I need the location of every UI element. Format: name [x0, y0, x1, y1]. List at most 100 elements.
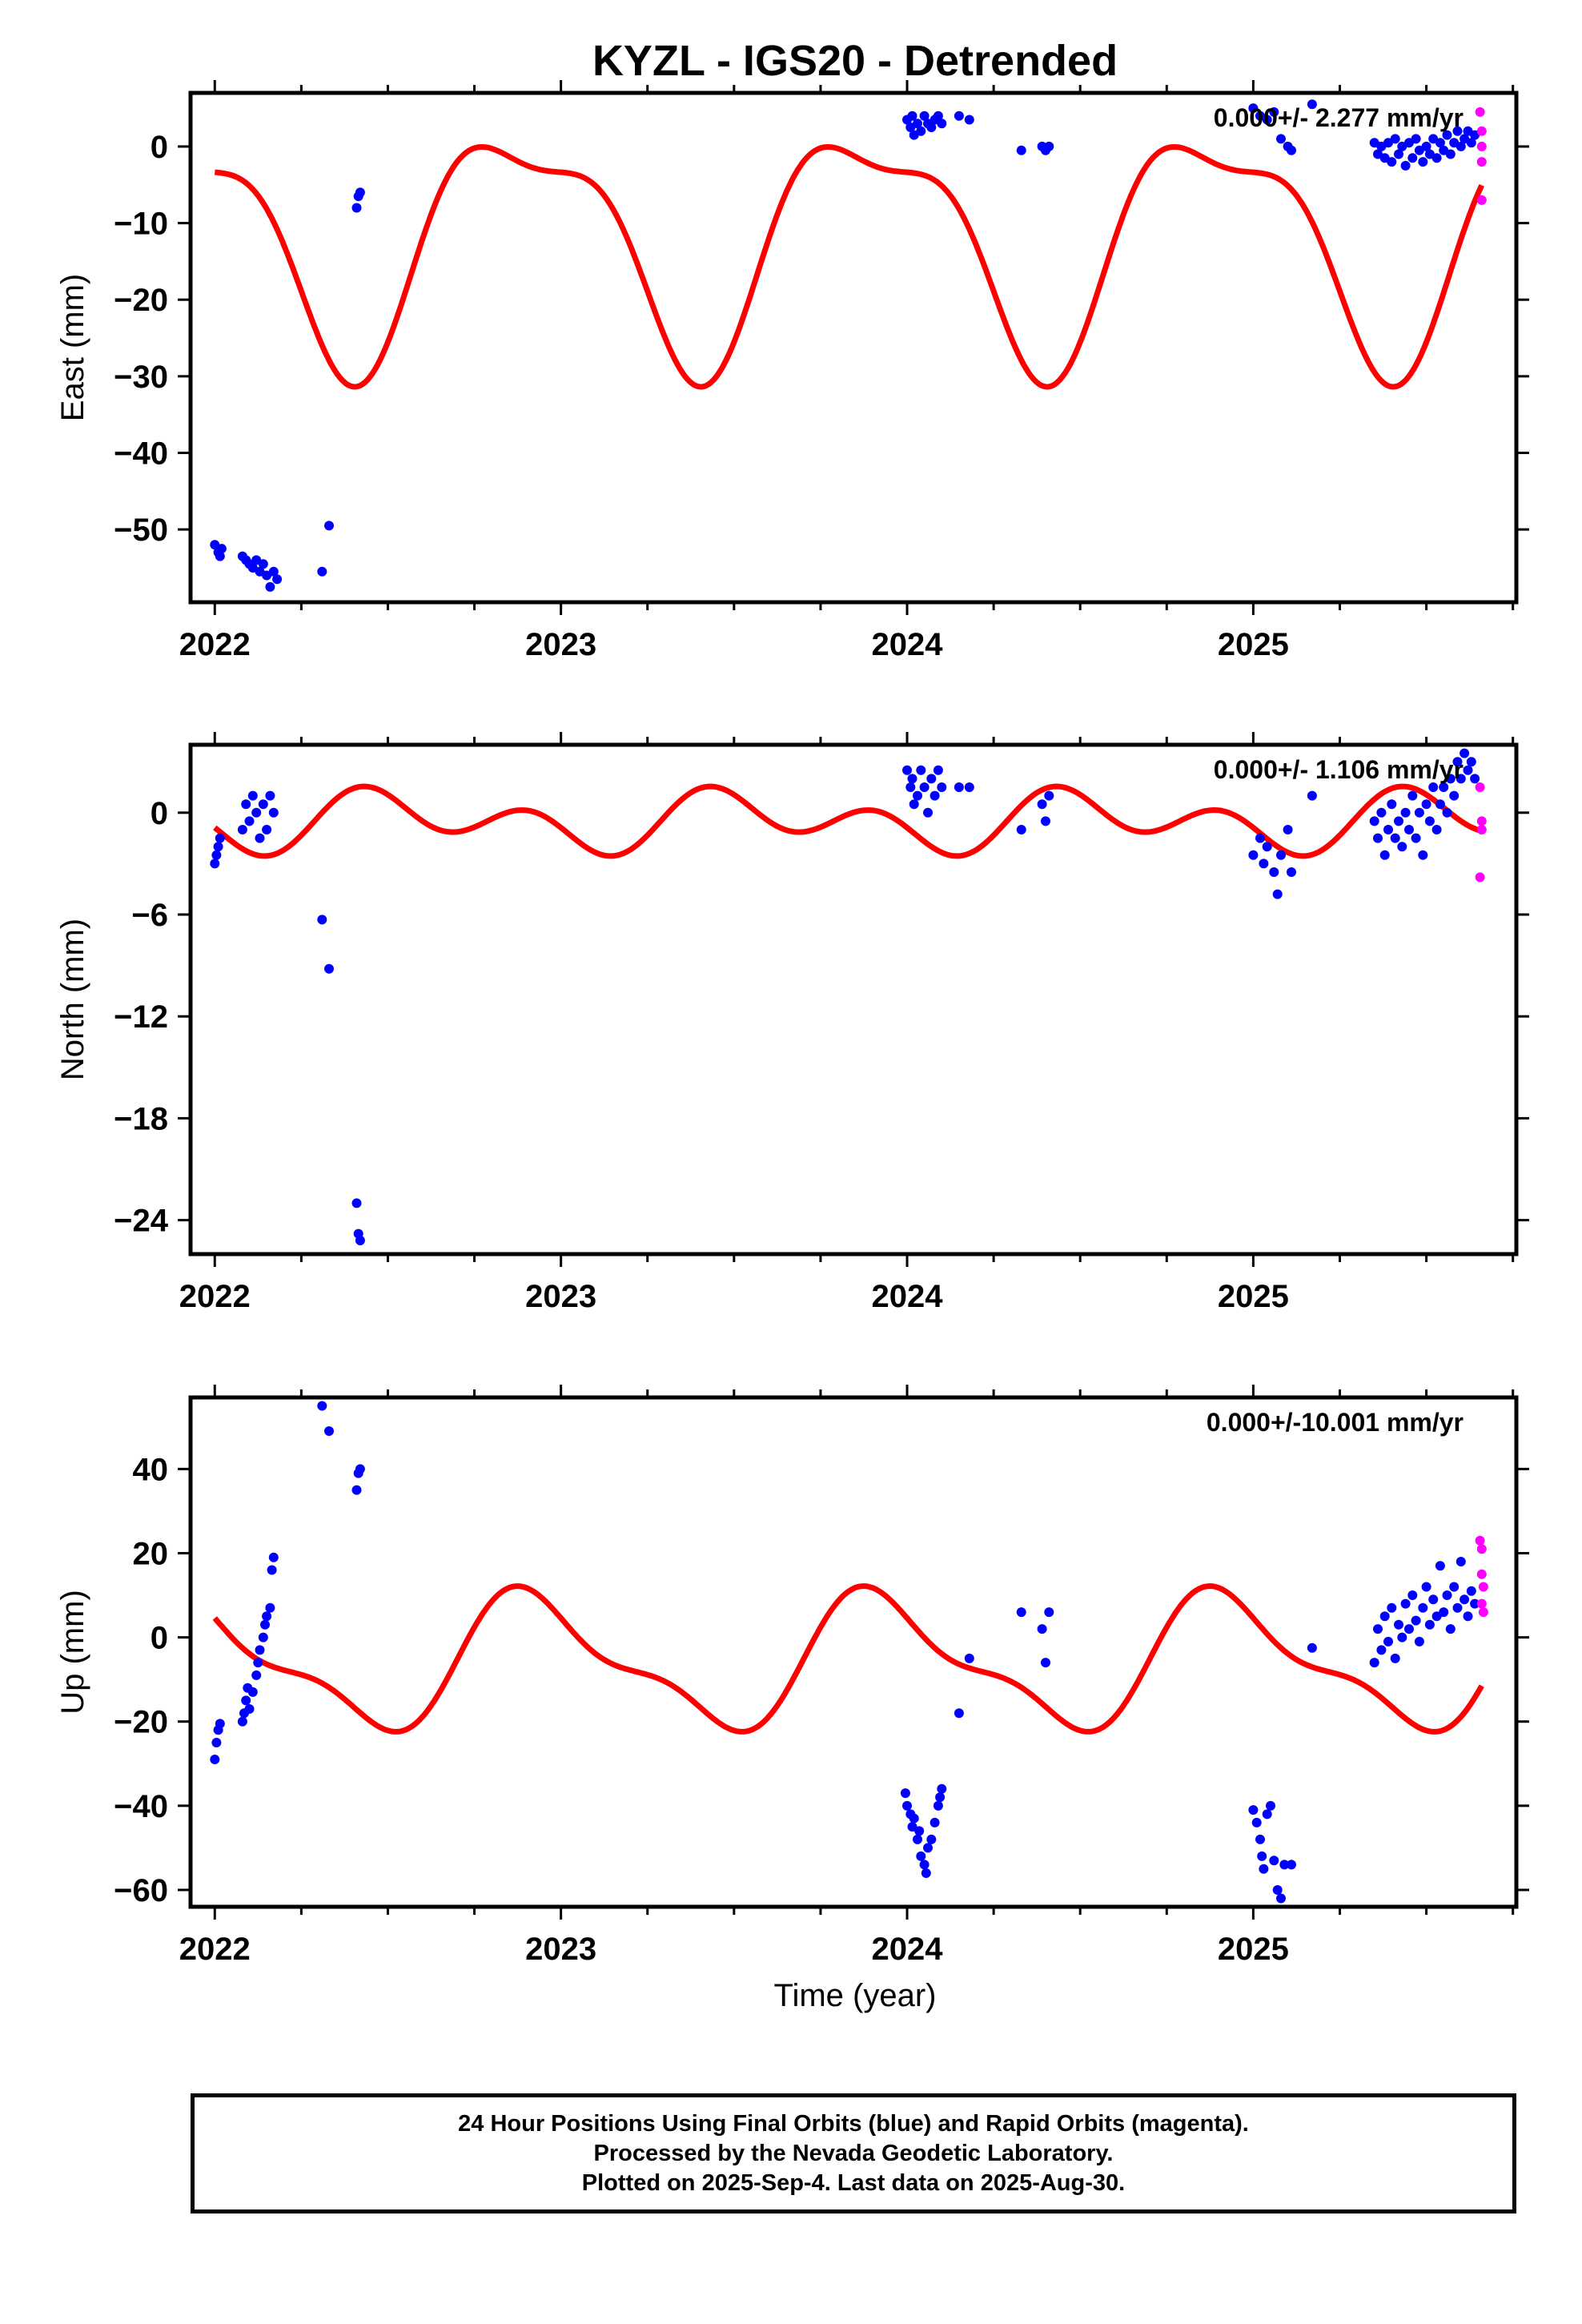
up-data-point [1373, 1624, 1383, 1634]
up-data-point [1272, 1885, 1283, 1895]
up-data-point [1251, 1817, 1262, 1827]
up-data-point [923, 1843, 933, 1853]
east-data-point [1407, 153, 1418, 163]
north-data-point [1037, 799, 1047, 810]
north-data-point [926, 774, 937, 784]
east-x-tick-label: 2023 [525, 627, 596, 662]
east-data-point [215, 551, 225, 561]
north-data-point [1016, 825, 1026, 834]
north-y-tick-label: −12 [114, 999, 168, 1035]
east-data-point [1276, 134, 1286, 144]
north-data-point [1442, 807, 1452, 818]
north-data-point [1044, 790, 1054, 801]
north-data-point [211, 850, 222, 860]
east-frame [188, 90, 1519, 605]
north-data-point [1283, 825, 1293, 834]
up-data-point [351, 1485, 362, 1495]
north-model-fit-line [213, 783, 1483, 859]
up-data-point [1248, 1805, 1259, 1815]
up-data-point [267, 1565, 277, 1575]
up-data-point [1255, 1834, 1265, 1844]
up-final-orbits-series [210, 1401, 1480, 1904]
north-data-point [1414, 807, 1424, 818]
east-data-point [1421, 141, 1431, 151]
east-data-point [954, 111, 964, 121]
east-y-tick-label: −30 [114, 360, 168, 395]
footer-note: 24 Hour Positions Using Final Orbits (bl… [191, 2093, 1516, 2213]
up-data-point [1269, 1856, 1279, 1866]
up-data-point [1369, 1658, 1379, 1668]
north-y-axis-label: North (mm) [55, 919, 90, 1080]
east-y-axis-label: East (mm) [55, 274, 90, 421]
up-data-point [1400, 1598, 1411, 1609]
north-data-point [1439, 782, 1449, 792]
north-y-tick-label: 0 [151, 796, 168, 831]
east-data-point [1287, 145, 1296, 155]
east-data-point [937, 119, 947, 129]
north-data-point [241, 799, 251, 810]
up-data-point [1276, 1893, 1286, 1904]
east-data-point [1431, 153, 1442, 163]
up-data-point [1307, 1642, 1317, 1653]
north-data-point [1456, 774, 1466, 784]
north-data-point [1387, 799, 1397, 810]
up-data-point [1476, 1598, 1487, 1609]
east-data-point [1475, 107, 1485, 117]
north-data-point [907, 774, 917, 784]
up-data-point [1397, 1632, 1407, 1642]
up-data-point [900, 1788, 910, 1799]
up-data-point [937, 1783, 947, 1794]
north-data-point [1394, 816, 1403, 826]
up-data-point [317, 1401, 327, 1411]
east-data-point [351, 203, 362, 213]
north-data-point [1383, 825, 1393, 834]
up-data-point [215, 1719, 225, 1729]
east-data-point [1476, 157, 1487, 167]
up-data-point [935, 1792, 946, 1803]
up-data-point [1279, 1860, 1290, 1870]
up-panel: 2022 2023 2024 2025 40 20 0 −20 −40 −60 Up (mm) 0.0… [55, 1385, 1529, 1967]
up-data-point [1445, 1624, 1456, 1634]
north-data-point [1272, 889, 1283, 899]
up-y-tick-label: 40 [133, 1452, 169, 1487]
north-data-point [1449, 790, 1460, 801]
up-data-point [1414, 1636, 1424, 1647]
up-data-point [1456, 1557, 1466, 1566]
north-data-point [1411, 833, 1421, 843]
east-data-point [216, 544, 227, 554]
north-data-point [909, 799, 919, 810]
north-data-point [1376, 807, 1387, 818]
north-data-point [1476, 816, 1487, 826]
east-data-point [919, 111, 930, 121]
up-data-point [1476, 1544, 1487, 1554]
footer-line-1: 24 Hour Positions Using Final Orbits (bl… [458, 2110, 1249, 2137]
up-data-point [1257, 1851, 1267, 1861]
north-data-point [1445, 774, 1456, 784]
north-y-tick-label: −6 [131, 898, 168, 933]
up-x-tick-label: 2024 [872, 1932, 944, 1967]
north-data-point [1397, 842, 1407, 852]
east-data-point [964, 115, 974, 125]
north-data-point [355, 1236, 365, 1245]
north-panel: 2022 2023 2024 2025 0 −6 −12 −18 −24 North (mm) 0.… [55, 732, 1529, 1314]
north-data-point [913, 790, 922, 801]
up-data-point [258, 1632, 268, 1642]
north-y-tick-label: −24 [114, 1204, 169, 1239]
east-data-point [355, 187, 365, 198]
north-data-point [244, 816, 255, 826]
footer-line-2: Processed by the Nevada Geodetic Laborat… [593, 2140, 1114, 2166]
north-data-point [324, 963, 334, 974]
north-data-point [964, 782, 974, 792]
up-data-point [1475, 1535, 1485, 1546]
east-data-point [926, 123, 937, 132]
up-data-point [1452, 1602, 1463, 1613]
east-x-tick-label: 2025 [1218, 627, 1289, 662]
north-data-point [1424, 816, 1435, 826]
north-data-point [937, 782, 947, 792]
east-data-point [1269, 107, 1279, 117]
up-data-point [916, 1851, 926, 1861]
east-data-point [1476, 126, 1487, 136]
east-data-point [265, 581, 275, 592]
up-data-point [241, 1695, 251, 1706]
